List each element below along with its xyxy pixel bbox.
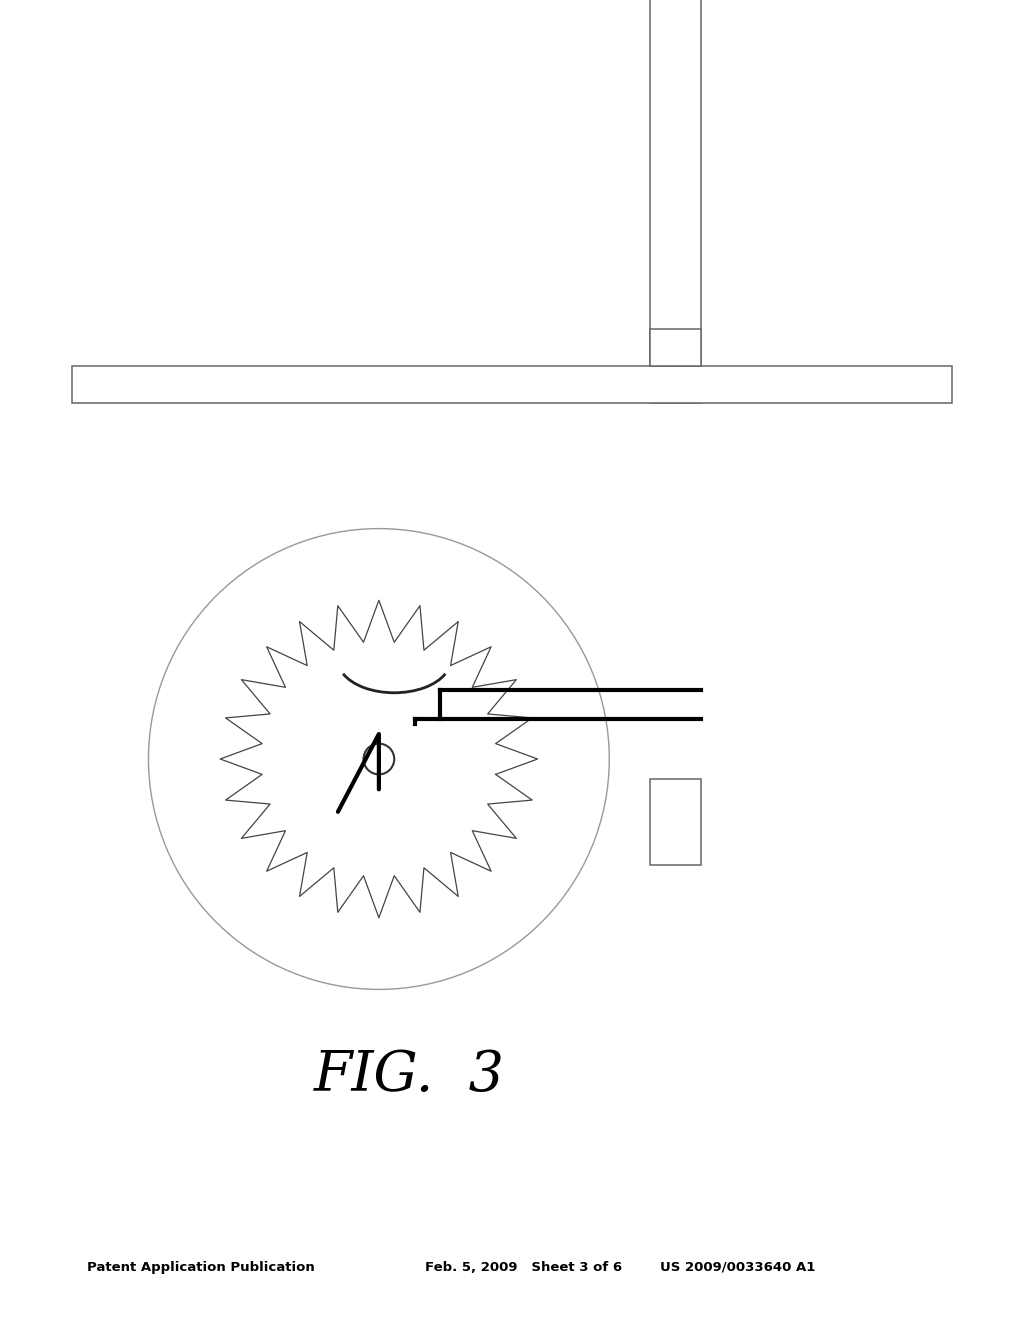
Bar: [650, 779, 701, 865]
Text: US 2009/0033640 A1: US 2009/0033640 A1: [660, 1261, 816, 1274]
Bar: [650, 329, 701, 366]
Bar: [650, 0, 701, 403]
Text: FIG.  3: FIG. 3: [314, 1048, 505, 1104]
Text: Patent Application Publication: Patent Application Publication: [87, 1261, 314, 1274]
Text: Feb. 5, 2009   Sheet 3 of 6: Feb. 5, 2009 Sheet 3 of 6: [425, 1261, 623, 1274]
Bar: [72, 366, 952, 403]
